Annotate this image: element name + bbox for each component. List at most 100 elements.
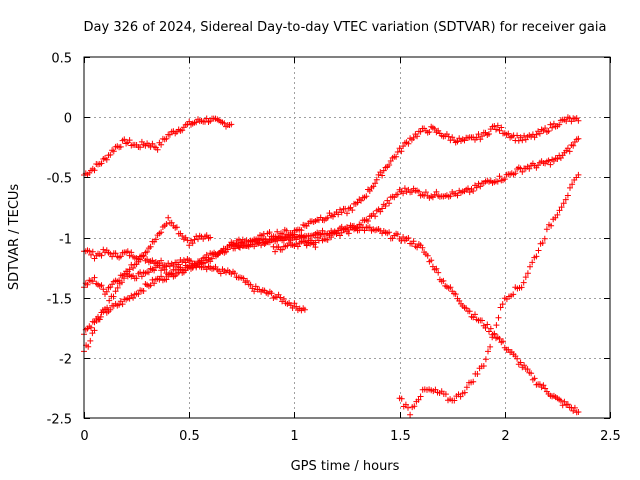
data-point bbox=[547, 121, 554, 128]
data-point bbox=[408, 189, 415, 195]
data-point bbox=[147, 243, 154, 250]
data-point bbox=[405, 404, 411, 411]
data-point bbox=[366, 224, 373, 231]
data-point bbox=[293, 303, 300, 310]
x-tick-label: 1 bbox=[290, 429, 298, 444]
data-point bbox=[291, 300, 298, 307]
data-point bbox=[203, 115, 210, 122]
data-point bbox=[156, 262, 163, 269]
data-point bbox=[415, 396, 422, 403]
data-point bbox=[112, 250, 119, 257]
data-point bbox=[575, 117, 582, 124]
data-point bbox=[429, 263, 436, 270]
data-point bbox=[124, 248, 131, 255]
data-point bbox=[84, 281, 91, 288]
data-point bbox=[370, 183, 377, 190]
data-point bbox=[88, 251, 94, 258]
data-point bbox=[231, 270, 238, 277]
data-point bbox=[500, 338, 506, 345]
data-point bbox=[130, 265, 137, 271]
data-point bbox=[372, 213, 379, 220]
x-axis-label: GPS time / hours bbox=[291, 459, 400, 474]
data-point bbox=[137, 144, 144, 151]
data-point bbox=[405, 235, 412, 241]
data-point bbox=[379, 205, 386, 212]
data-point bbox=[158, 273, 165, 280]
data-point bbox=[86, 248, 93, 255]
data-point bbox=[560, 200, 567, 207]
data-point bbox=[283, 227, 290, 234]
data-point bbox=[345, 230, 352, 237]
data-point bbox=[268, 290, 275, 297]
data-point bbox=[402, 401, 409, 408]
data-point bbox=[463, 384, 470, 391]
data-point bbox=[519, 137, 526, 144]
data-point bbox=[461, 389, 468, 396]
data-point bbox=[475, 131, 482, 138]
data-point bbox=[277, 294, 284, 301]
data-point bbox=[274, 237, 281, 244]
data-point bbox=[328, 234, 335, 241]
data-point bbox=[117, 143, 124, 150]
data-point bbox=[496, 173, 503, 180]
data-point bbox=[193, 263, 200, 269]
ticks-layer: 0 0.5 1 1.5 2 2.5 -2.5 -2 -1.5 -1 -0.5 0 0.5 bbox=[47, 52, 621, 445]
data-point bbox=[361, 227, 368, 234]
data-point bbox=[312, 239, 319, 246]
data-point bbox=[91, 319, 98, 326]
x-tick-label: 0.5 bbox=[179, 429, 200, 444]
data-point bbox=[563, 118, 570, 125]
data-point bbox=[566, 148, 573, 155]
data-point bbox=[545, 128, 552, 134]
data-point bbox=[211, 249, 218, 256]
data-point bbox=[251, 288, 258, 295]
data-point bbox=[110, 293, 117, 300]
data-point bbox=[349, 207, 356, 214]
data-point bbox=[144, 248, 151, 255]
data-point bbox=[168, 219, 175, 226]
data-point bbox=[100, 286, 107, 293]
data-point bbox=[107, 151, 114, 158]
data-point bbox=[109, 253, 116, 260]
data-point bbox=[410, 134, 417, 141]
data-point bbox=[117, 253, 124, 260]
data-point bbox=[163, 135, 170, 142]
data-point bbox=[307, 240, 314, 247]
points-layer bbox=[81, 114, 582, 418]
data-point bbox=[567, 184, 573, 191]
data-point bbox=[317, 233, 324, 239]
data-point bbox=[556, 207, 563, 214]
data-point bbox=[135, 291, 142, 298]
data-point bbox=[235, 244, 242, 250]
data-point bbox=[501, 176, 508, 183]
data-point bbox=[393, 153, 400, 160]
data-point bbox=[377, 169, 384, 176]
data-point bbox=[158, 229, 165, 236]
series-track-7 bbox=[270, 135, 582, 255]
data-point bbox=[107, 306, 114, 313]
data-point bbox=[564, 401, 571, 408]
data-point bbox=[103, 288, 110, 295]
data-point bbox=[89, 278, 96, 285]
data-point bbox=[524, 366, 531, 373]
data-point bbox=[217, 270, 224, 277]
y-axis-label: SDTVAR / TECUs bbox=[7, 184, 22, 291]
data-point bbox=[144, 256, 151, 263]
data-point bbox=[554, 156, 561, 162]
data-point bbox=[173, 263, 180, 270]
data-point bbox=[363, 193, 370, 200]
y-tick-label: -1 bbox=[59, 233, 72, 248]
data-point bbox=[266, 229, 273, 236]
data-point bbox=[417, 128, 424, 135]
data-point bbox=[121, 275, 127, 282]
data-point bbox=[106, 297, 113, 304]
data-point bbox=[557, 397, 564, 404]
data-point bbox=[474, 371, 481, 377]
data-point bbox=[489, 334, 496, 341]
data-point bbox=[335, 211, 342, 218]
data-point bbox=[398, 395, 405, 402]
data-point bbox=[110, 148, 117, 155]
data-point bbox=[380, 167, 387, 174]
data-point bbox=[240, 275, 247, 282]
data-point bbox=[527, 263, 533, 270]
